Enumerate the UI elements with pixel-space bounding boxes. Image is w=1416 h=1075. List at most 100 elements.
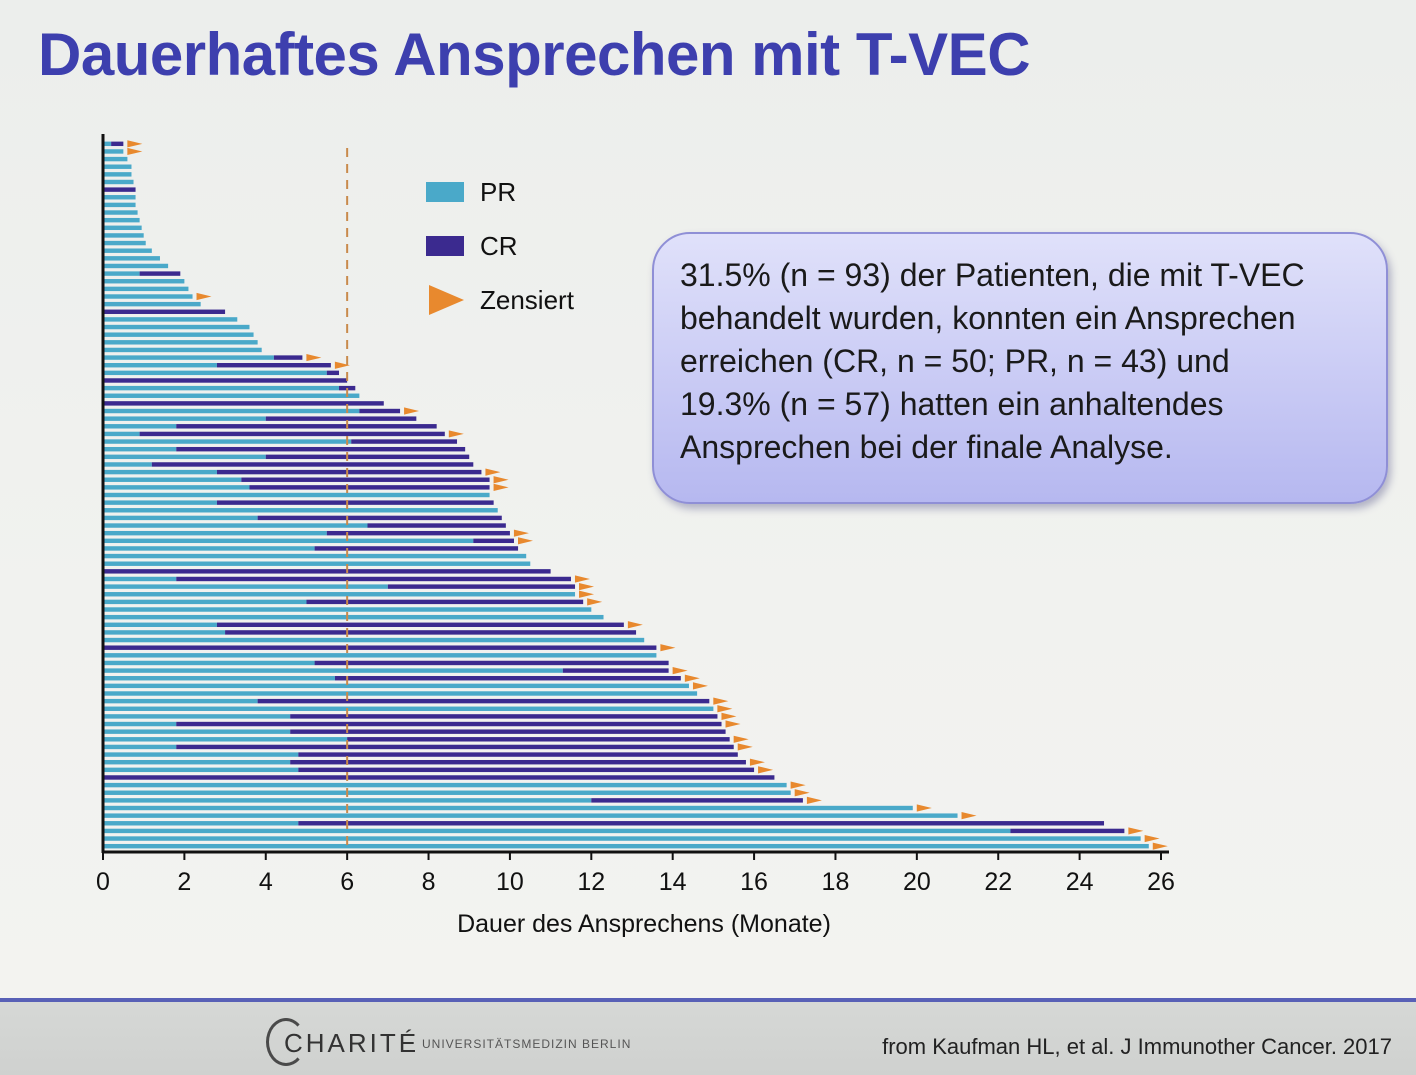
- censored-marker: [306, 353, 322, 362]
- pr-bar-segment: [103, 691, 698, 696]
- cr-bar-segment: [265, 416, 417, 421]
- pr-bar-segment: [103, 813, 958, 818]
- censored-marker: [127, 140, 143, 148]
- callout-line: 31.5% (n = 93) der Patienten, die mit T-…: [680, 257, 1305, 293]
- cr-bar-segment: [359, 408, 401, 414]
- cr-bar-segment: [103, 645, 657, 650]
- legend-cr-swatch: [426, 236, 464, 256]
- summary-callout: 31.5% (n = 93) der Patienten, die mit T-…: [652, 232, 1388, 504]
- cr-bar-segment: [351, 439, 458, 444]
- pr-bar-segment: [103, 217, 140, 223]
- x-tick-label: 14: [659, 868, 687, 896]
- x-tick-label: 26: [1147, 868, 1175, 896]
- legend-label: PR: [480, 177, 516, 207]
- cr-bar-segment: [290, 714, 718, 719]
- pr-bar-segment: [103, 370, 327, 376]
- censored-marker: [717, 705, 733, 713]
- pr-bar-segment: [103, 424, 177, 429]
- cr-bar-segment: [216, 469, 482, 475]
- cr-bar-segment: [225, 630, 637, 635]
- footer-divider: [0, 998, 1416, 1002]
- x-tick-label: 10: [496, 868, 524, 896]
- cr-bar-segment: [103, 775, 775, 780]
- cr-bar-segment: [111, 141, 124, 147]
- censored-marker: [737, 743, 753, 751]
- cr-bar-segment: [314, 546, 519, 551]
- pr-bar-segment: [103, 416, 266, 421]
- cr-bar-segment: [103, 187, 136, 192]
- pr-bar-segment: [103, 179, 134, 185]
- pr-bar-segment: [103, 553, 527, 559]
- pr-bar-segment: [103, 706, 714, 711]
- cr-bar-segment: [290, 759, 746, 765]
- pr-bar-segment: [103, 271, 140, 276]
- censored-marker: [493, 483, 509, 491]
- pr-bar-segment: [103, 546, 315, 551]
- pr-bar-segment: [103, 821, 299, 826]
- cr-bar-segment: [367, 523, 506, 528]
- censored-marker: [1128, 827, 1144, 835]
- pr-bar-segment: [103, 347, 262, 353]
- pr-bar-segment: [103, 508, 498, 513]
- pr-bar-segment: [103, 469, 217, 475]
- censored-marker: [513, 529, 529, 537]
- cr-bar-segment: [347, 737, 730, 742]
- censored-marker: [627, 621, 643, 629]
- cr-bar-segment: [176, 446, 466, 452]
- censored-marker: [692, 682, 708, 690]
- pr-bar-segment: [103, 523, 368, 528]
- censored-marker: [587, 598, 603, 606]
- cr-bar-segment: [139, 431, 445, 437]
- x-tick-label: 16: [740, 868, 768, 896]
- pr-bar-segment: [103, 576, 177, 582]
- censored-marker: [684, 674, 700, 682]
- pr-bar-segment: [103, 363, 217, 368]
- pr-bar-segment: [103, 485, 250, 490]
- cr-bar-segment: [176, 576, 571, 582]
- pr-bar-segment: [103, 729, 291, 734]
- pr-bar-segment: [103, 210, 138, 215]
- pr-bar-segment: [103, 668, 563, 673]
- cr-bar-segment: [298, 767, 755, 773]
- cr-bar-segment: [298, 821, 1105, 826]
- pr-bar-segment: [103, 439, 352, 444]
- cr-bar-segment: [265, 454, 470, 460]
- censored-marker: [493, 476, 509, 484]
- pr-bar-segment: [103, 248, 152, 253]
- pr-bar-segment: [103, 637, 645, 643]
- censored-marker: [725, 720, 741, 728]
- censored-marker: [660, 644, 676, 652]
- legend-label: CR: [480, 231, 518, 261]
- pr-bar-segment: [103, 172, 132, 177]
- pr-bar-segment: [103, 599, 307, 605]
- pr-bar-segment: [103, 279, 185, 284]
- pr-bar-segment: [103, 492, 490, 498]
- cr-bar-segment: [103, 378, 348, 383]
- x-tick-label: 12: [577, 868, 605, 896]
- cr-bar-segment: [306, 599, 584, 605]
- cr-bar-segment: [290, 729, 726, 734]
- x-tick-label: 22: [984, 868, 1012, 896]
- cr-bar-segment: [326, 530, 510, 536]
- pr-bar-segment: [103, 454, 266, 460]
- pr-bar-segment: [103, 164, 132, 169]
- cr-bar-segment: [103, 401, 384, 406]
- censored-marker: [713, 697, 729, 705]
- pr-bar-segment: [103, 294, 193, 299]
- pr-bar-segment: [103, 584, 388, 589]
- censored-marker: [196, 292, 212, 301]
- pr-bar-segment: [103, 653, 657, 658]
- pr-bar-segment: [103, 843, 1149, 849]
- pr-bar-segment: [103, 660, 315, 666]
- pr-bar-segment: [103, 805, 913, 811]
- censored-marker: [485, 468, 501, 476]
- censored-marker: [916, 804, 932, 812]
- cr-bar-segment: [387, 584, 576, 589]
- logo-c-mark: [266, 1018, 306, 1066]
- pr-bar-segment: [103, 317, 238, 322]
- censored-marker: [127, 147, 143, 156]
- pr-bar-segment: [103, 141, 112, 147]
- cr-bar-segment: [176, 744, 734, 750]
- pr-bar-segment: [103, 462, 152, 467]
- cr-bar-segment: [241, 477, 490, 482]
